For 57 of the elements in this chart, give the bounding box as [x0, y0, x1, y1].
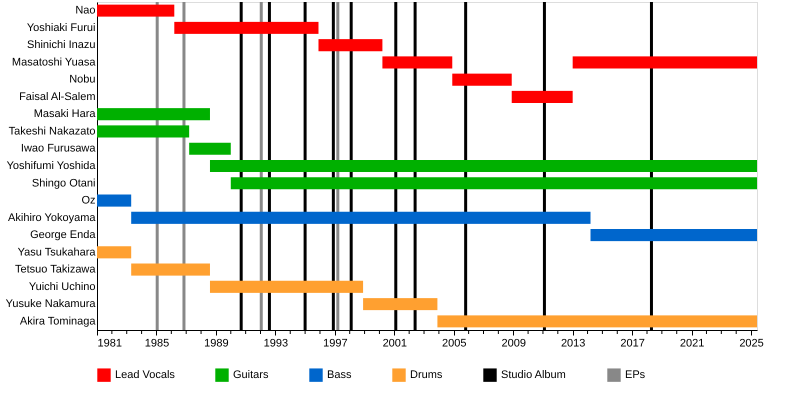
y-tick-label: Masaki Hara — [34, 108, 96, 120]
x-tick-label: 1989 — [204, 338, 229, 350]
bar — [131, 212, 591, 224]
y-tick-label: Takeshi Nakazato — [8, 125, 96, 138]
x-tick-label: 2001 — [382, 338, 408, 350]
bar — [97, 194, 132, 207]
y-tick-label: Oz — [81, 194, 96, 207]
bar — [210, 280, 364, 293]
x-tick-label: 2021 — [680, 338, 704, 350]
legend-label: Lead Vocals — [115, 369, 176, 382]
bar — [97, 125, 190, 138]
bar — [174, 22, 318, 34]
legend-label: Guitars — [233, 369, 269, 382]
bar — [210, 160, 757, 172]
y-tick-label: Yuichi Uchino — [28, 280, 96, 293]
x-tick-label: 1997 — [323, 338, 348, 350]
bar — [452, 74, 512, 86]
legend-label: Drums — [410, 369, 443, 382]
y-tick-label: George Enda — [30, 229, 96, 242]
bar — [437, 315, 757, 328]
legend-label: EPs — [625, 369, 646, 382]
bar — [97, 4, 174, 17]
x-tick-label: 2013 — [560, 338, 586, 350]
x-tick-label: 2017 — [620, 338, 645, 350]
x-tick-label: 2025 — [739, 338, 764, 350]
x-tick-label: 1985 — [144, 338, 170, 350]
bar — [572, 56, 757, 68]
legend-label: Bass — [327, 369, 352, 382]
bar — [590, 229, 757, 242]
y-tick-label: Akihiro Yokoyama — [8, 212, 96, 224]
y-tick-label: Akira Tominaga — [20, 315, 96, 328]
y-tick-label: Yasu Tsukahara — [18, 246, 96, 258]
bar — [512, 90, 573, 103]
bar — [189, 142, 231, 155]
x-tick-label: 2005 — [442, 338, 466, 350]
y-tick-label: Yusuke Nakamura — [6, 298, 96, 310]
y-tick-label: Iwao Furusawa — [20, 142, 96, 155]
x-tick-label: 1981 — [98, 338, 122, 350]
x-tick-label: 1993 — [264, 338, 288, 350]
bar — [230, 177, 757, 190]
y-tick-label: Yoshifumi Yoshida — [6, 160, 96, 172]
y-tick-label: Shingo Otani — [32, 177, 96, 190]
y-tick-label: Faisal Al-Salem — [19, 90, 96, 103]
bar — [363, 298, 438, 310]
y-tick-label: Masatoshi Yuasa — [12, 56, 96, 68]
y-tick-label: Shinichi Inazu — [27, 39, 96, 52]
bar — [131, 264, 210, 276]
bar — [97, 108, 210, 120]
y-tick-label: Nao — [75, 4, 96, 17]
y-tick-label: Tetsuo Takizawa — [14, 264, 96, 276]
x-tick-label: 2009 — [501, 338, 526, 350]
legend-label: Studio Album — [501, 369, 566, 382]
y-tick-label: Nobu — [69, 74, 96, 86]
bar — [382, 56, 452, 68]
bar — [318, 39, 382, 52]
y-tick-label: Yoshiaki Furui — [26, 22, 96, 34]
bar — [97, 246, 132, 258]
